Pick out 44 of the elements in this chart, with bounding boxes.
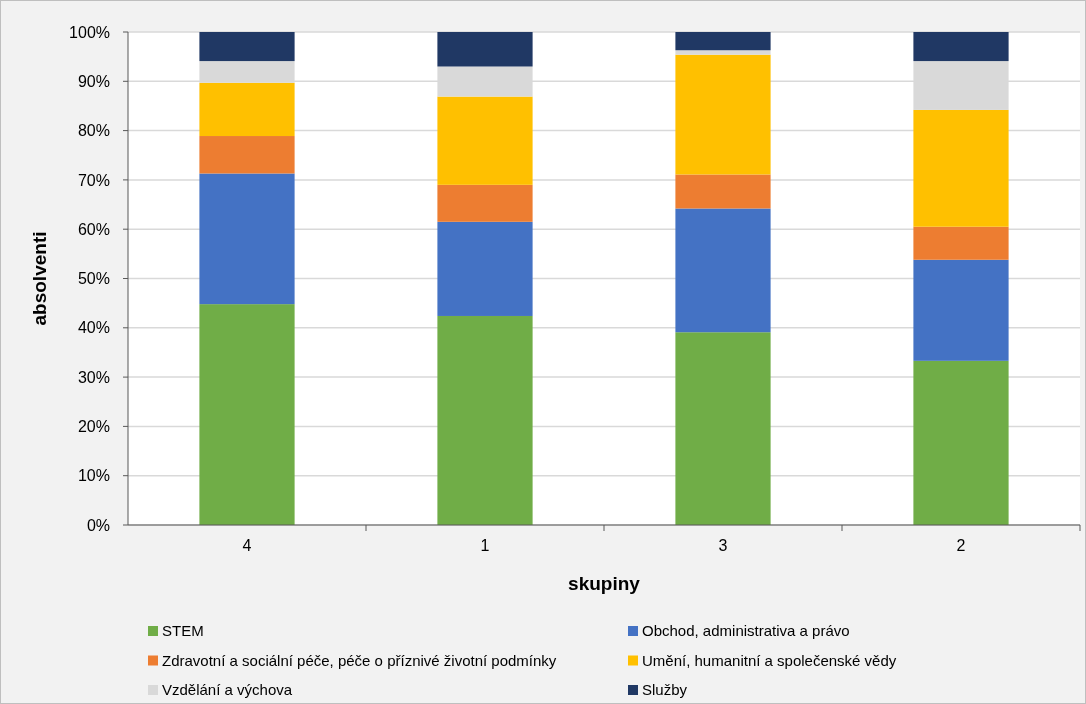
legend-label: Umění, humanitní a společenské vědy [642,651,897,669]
y-tick-label: 0% [86,516,110,534]
y-tick-label: 70% [77,171,110,189]
legend-label: Vzdělání a výchova [162,681,293,699]
bar [437,96,533,185]
x-tick-label: 3 [718,537,728,554]
legend-label: Zdravotní a sociální péče, péče o příznivé životní podmínky [162,651,557,669]
bar [437,184,533,222]
x-tick-label: 1 [480,537,490,554]
bar [675,32,771,51]
bar [913,32,1009,62]
y-tick-label: 60% [77,220,110,238]
bar [437,315,533,525]
y-tick-label: 30% [77,368,110,386]
bar [913,226,1009,260]
bar [913,259,1009,361]
legend-label: Služby [642,681,688,699]
bar [675,50,771,55]
y-axis-title: absolventi [29,231,50,326]
y-tick-label: 80% [77,122,110,140]
x-tick-label: 2 [956,537,966,554]
y-tick-label: 20% [77,418,110,435]
bar [675,332,771,525]
x-tick-label: 4 [242,537,252,554]
bar [913,360,1009,525]
bar [675,208,771,333]
legend-label: STEM [162,622,204,640]
bar [675,174,771,209]
bar [913,109,1009,227]
bar [437,221,533,316]
y-tick-label: 90% [77,72,110,90]
bar [199,173,295,305]
y-tick-label: 50% [77,270,110,288]
bar [199,304,295,525]
x-axis-title: skupiny [568,573,641,594]
legend-label: Obchod, administrativa a právo [642,622,850,640]
bar [199,32,295,62]
bar [199,82,295,137]
y-tick-label: 100% [69,23,110,41]
y-tick-label: 10% [77,467,110,485]
bar [675,54,771,175]
y-tick-label: 40% [77,319,110,337]
bar [437,32,533,67]
bar [199,136,295,174]
